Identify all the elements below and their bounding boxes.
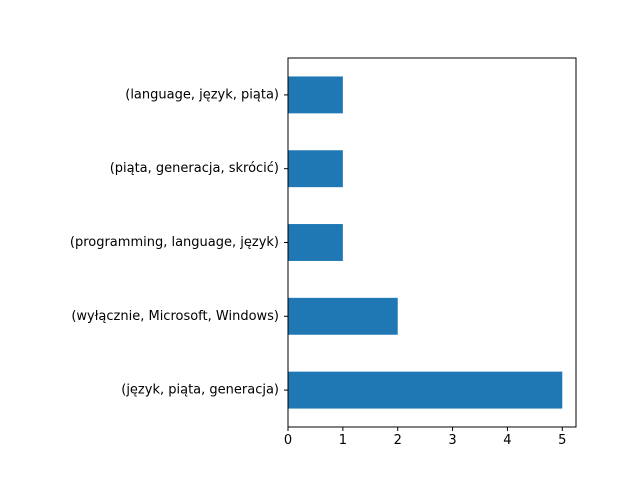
y-tick-label-4: (language, język, piąta) xyxy=(125,87,279,102)
bar-0 xyxy=(288,371,563,409)
bars-group xyxy=(288,76,563,409)
x-tick-label-5: 5 xyxy=(558,433,566,448)
x-tick-label-0: 0 xyxy=(284,433,292,448)
bar-1 xyxy=(288,297,398,335)
x-tick-label-1: 1 xyxy=(339,433,347,448)
y-tick-label-2: (programming, language, język) xyxy=(70,235,279,250)
bar-2 xyxy=(288,224,343,261)
y-tick-label-0: (język, piąta, generacja) xyxy=(121,383,279,398)
y-tick-label-1: (wyłącznie, Microsoft, Windows) xyxy=(71,309,279,324)
y-axis: (język, piąta, generacja) (wyłącznie, Mic… xyxy=(70,87,288,398)
plot-frame xyxy=(287,57,577,428)
bar-3 xyxy=(288,150,343,188)
bar-4 xyxy=(288,76,343,114)
x-axis: 0 1 2 3 4 5 xyxy=(284,427,566,448)
x-tick-label-2: 2 xyxy=(394,433,402,448)
x-tick-label-4: 4 xyxy=(503,433,511,448)
y-tick-label-3: (piąta, generacja, skrócić) xyxy=(110,161,279,176)
x-tick-label-3: 3 xyxy=(448,433,456,448)
